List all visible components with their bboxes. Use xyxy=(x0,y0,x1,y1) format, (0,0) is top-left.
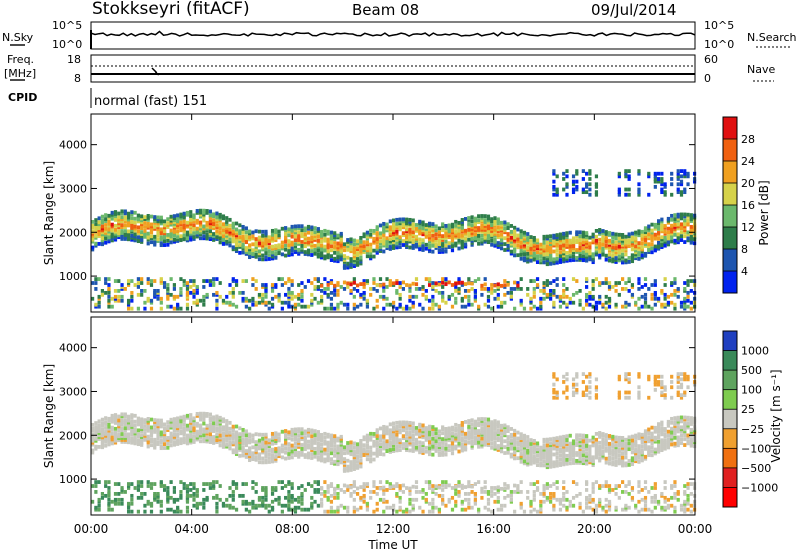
beam-title: Beam 08 xyxy=(352,1,420,19)
colorbar-tick-label: 12 xyxy=(741,221,755,234)
xtick-label: 04:00 xyxy=(174,522,209,536)
colorbar-swatch xyxy=(723,467,737,488)
colorbar-tick-label: 28 xyxy=(741,133,755,146)
freq-label: Freq. xyxy=(7,53,34,66)
freq-unit: [MHz] xyxy=(4,67,36,80)
ytick-label: 1000 xyxy=(59,270,87,283)
colorbar-swatch xyxy=(723,370,737,390)
colorbar-swatch xyxy=(723,350,737,371)
velocity-xticks: 00:00 04:00 08:00 12:00 16:00 20:00 00:00 xyxy=(74,114,713,536)
colorbar-tick-label: 1000 xyxy=(741,345,769,358)
power-ylabel: Slant Range [km] xyxy=(42,161,56,265)
xtick-label: 16:00 xyxy=(476,522,511,536)
velocity-panel: 1000 2000 3000 4000 Slant Range [km] 1000 50… xyxy=(42,114,783,552)
xtick-label: 12:00 xyxy=(376,522,411,536)
nsearch-tick-bottom: 10^0 xyxy=(704,38,734,51)
colorbar-tick-label: 100 xyxy=(741,384,762,397)
colorbar-tick-label: −1000 xyxy=(741,481,778,494)
cpid-row: CPID normal (fast) 151 xyxy=(8,88,207,109)
cpid-value: normal (fast) 151 xyxy=(94,94,207,109)
nave-tick-bottom: 0 xyxy=(704,72,711,85)
nsky-tick-top: 10^5 xyxy=(52,19,82,32)
nsky-trace xyxy=(90,30,696,37)
power-colorbar: 4 8 12 16 20 24 28 xyxy=(722,116,755,294)
date-title: 09/Jul/2014 xyxy=(591,1,677,19)
power-panel: 1000 2000 3000 4000 Slant Range [km] 4 8 12 16… xyxy=(42,113,771,313)
colorbar-swatch xyxy=(723,487,737,507)
colorbar-swatch xyxy=(723,428,737,449)
cpid-label: CPID xyxy=(8,91,37,104)
nsky-panel: N.Sky 10^5 10^0 10^5 10^0 N.Search xyxy=(2,19,797,51)
power-data xyxy=(91,169,697,311)
colorbar-tick-label: −500 xyxy=(741,462,771,475)
xtick-label: 00:00 xyxy=(678,522,713,536)
power-yticks: 1000 2000 3000 4000 xyxy=(59,139,695,283)
ytick-label: 2000 xyxy=(59,226,87,239)
freq-tick-top: 18 xyxy=(67,53,81,66)
colorbar-swatch xyxy=(723,205,737,227)
freq-tick-bottom: 8 xyxy=(74,72,81,85)
ytick-label: 3000 xyxy=(59,182,87,195)
colorbar-tick-label: 20 xyxy=(741,177,755,190)
xtick-label: 00:00 xyxy=(74,522,109,536)
velocity-xlabel: Time UT xyxy=(367,538,418,552)
ytick-label: 1000 xyxy=(59,473,87,486)
ytick-label: 4000 xyxy=(59,139,87,152)
power-colorbar-label: Power [dB] xyxy=(757,180,771,245)
colorbar-tick-label: 8 xyxy=(741,243,748,256)
nave-label: Nave xyxy=(747,63,775,76)
ytick-label: 3000 xyxy=(59,385,87,398)
colorbar-swatch xyxy=(723,331,737,351)
nave-tick-top: 60 xyxy=(704,53,718,66)
colorbar-tick-label: 25 xyxy=(741,403,755,416)
colorbar-swatch xyxy=(723,161,737,183)
xtick-label: 08:00 xyxy=(275,522,310,536)
station-title: Stokkseyri (fitACF) xyxy=(92,0,250,19)
colorbar-tick-label: −100 xyxy=(741,442,771,455)
freq-panel: Freq. [MHz] 18 8 60 0 Nave xyxy=(4,53,775,85)
velocity-data xyxy=(91,372,697,514)
velocity-colorbar-label: Velocity [m s⁻¹] xyxy=(769,369,783,462)
nsky-label: N.Sky xyxy=(2,31,34,44)
nsky-tick-bottom: 10^0 xyxy=(52,38,82,51)
velocity-colorbar: 1000 500 100 25 −25 −100 −500 −1000 xyxy=(722,330,778,508)
velocity-ylabel: Slant Range [km] xyxy=(42,364,56,468)
colorbar-swatch xyxy=(723,183,737,205)
colorbar-tick-label: −25 xyxy=(741,423,764,436)
colorbar-swatch xyxy=(723,271,737,293)
colorbar-swatch xyxy=(723,139,737,161)
nsearch-label: N.Search xyxy=(747,31,797,44)
colorbar-swatch xyxy=(723,249,737,271)
colorbar-tick-label: 500 xyxy=(741,364,762,377)
colorbar-tick-label: 24 xyxy=(741,155,755,168)
colorbar-swatch xyxy=(723,227,737,249)
velocity-yticks: 1000 2000 3000 4000 xyxy=(59,342,695,486)
xtick-label: 20:00 xyxy=(577,522,612,536)
colorbar-swatch xyxy=(723,409,737,429)
ytick-label: 4000 xyxy=(59,342,87,355)
colorbar-swatch xyxy=(723,448,737,468)
colorbar-tick-label: 4 xyxy=(741,265,748,278)
colorbar-swatch xyxy=(723,117,737,139)
colorbar-tick-label: 16 xyxy=(741,199,755,212)
colorbar-swatch xyxy=(723,389,737,410)
ytick-label: 2000 xyxy=(59,429,87,442)
nsearch-tick-top: 10^5 xyxy=(704,19,734,32)
